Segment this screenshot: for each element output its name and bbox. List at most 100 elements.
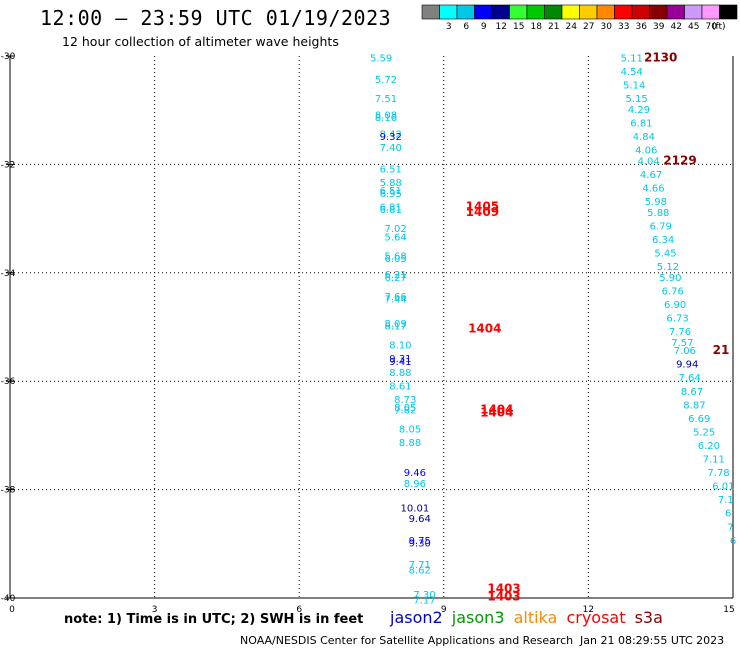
x-tick-label: 12 (583, 605, 594, 615)
satellite-jason2: jason2 (390, 608, 443, 627)
pass-time-label: 1404 (480, 403, 513, 417)
satellite-altika: altika (513, 608, 558, 627)
legend-swatch (649, 4, 668, 20)
footer-note: note: 1) Time is in UTC; 2) SWH is in fe… (64, 612, 364, 627)
wave-height-value: 4.04 (638, 156, 660, 167)
wave-height-value: 6.79 (650, 221, 672, 232)
legend-swatch (456, 4, 475, 20)
wave-height-value: 7.11 (703, 455, 725, 466)
wave-height-value: 9.94 (676, 360, 698, 371)
wave-height-value: 6.69 (688, 414, 710, 425)
wave-height-value: 9.32 (380, 132, 402, 143)
legend-swatch (631, 4, 650, 20)
wave-height-value: 8.08 (375, 110, 397, 121)
satellite-s3a: s3a (634, 608, 663, 627)
pass-time-label: 21 (713, 343, 730, 357)
y-tick-label: -32 (1, 160, 16, 170)
legend-bin-label: 12 (496, 22, 507, 32)
y-tick-label: -40 (1, 594, 16, 604)
legend-bin-label: 6 (463, 22, 469, 32)
wave-height-value: 6.90 (664, 300, 686, 311)
satellite-legend: jason2 jason3 altika cryosat s3a (390, 608, 663, 627)
wave-height-value: 8.88 (399, 438, 421, 449)
pass-time-label: 1404 (468, 321, 501, 335)
wave-height-value: 7.06 (674, 346, 696, 357)
legend-bin-label: 70 (706, 22, 718, 32)
wave-height-value: 6 (725, 509, 731, 520)
wave-height-value: 6.21 (384, 270, 406, 281)
pass-time-label: 1403 (487, 590, 520, 604)
wave-height-value: 7.17 (413, 595, 435, 606)
wave-height-value: 9.41 (389, 357, 411, 368)
wave-height-value: 6.81 (380, 202, 402, 213)
satellite-cryosat: cryosat (566, 608, 626, 627)
wave-height-value: 7.30 (413, 590, 435, 601)
y-tick-label: -36 (1, 377, 16, 387)
y-tick-label: -34 (1, 269, 16, 279)
wave-height-value: 5.88 (380, 178, 402, 189)
wave-height-value: 7.1 (718, 495, 734, 506)
wave-height-value: 6.20 (698, 441, 720, 452)
wave-height-value: 8.42 (380, 129, 402, 140)
wave-height-value: 8.17 (384, 322, 406, 333)
pass-time-label: 1404 (480, 405, 513, 419)
wave-height-value: 7.71 (409, 560, 431, 571)
legend-swatch (701, 4, 720, 20)
wave-height-value: 7.02 (384, 224, 406, 235)
wave-height-value: 5.14 (623, 81, 645, 92)
wave-height-value: 5.59 (370, 53, 392, 64)
legend-swatch (526, 4, 545, 20)
wave-height-value: 6.34 (652, 235, 674, 246)
wave-height-value: 9.46 (404, 468, 426, 479)
wave-height-value: 9.75 (409, 536, 431, 547)
wave-height-value: 5.72 (375, 75, 397, 86)
wave-height-value: 8.87 (683, 400, 705, 411)
wave-height-value: 7.78 (707, 468, 729, 479)
wave-height-value: 5.98 (645, 197, 667, 208)
wave-height-value: 4.84 (633, 132, 655, 143)
color-legend: 3 6 9 12 15 18 21 24 27 30 33 36 39 42 45 70 (421, 4, 738, 32)
wave-height-value: 7.44 (384, 295, 406, 306)
wave-height-labels: 5.595.727.518.088.168.429.327.406.515.88… (370, 50, 736, 606)
wave-height-value: 6 (730, 536, 736, 547)
legend-bin-label: 39 (653, 22, 665, 32)
legend-swatch (666, 4, 685, 20)
legend-swatch (491, 4, 510, 20)
wave-height-value: 7.66 (384, 292, 406, 303)
wave-height-value: 4.54 (621, 67, 643, 78)
x-tick-label: 9 (441, 605, 447, 615)
x-tick-label: 6 (296, 605, 302, 615)
wave-height-value: 8.73 (394, 395, 416, 406)
wave-height-value: 5.25 (693, 427, 715, 438)
wave-height-value: 7.64 (678, 373, 700, 384)
legend-bin-label: 36 (636, 22, 648, 32)
legend-swatch (509, 4, 528, 20)
wave-height-value: 5.11 (621, 53, 643, 64)
wave-height-value: 6.76 (662, 286, 684, 297)
wave-height-value: 9.30 (409, 539, 431, 550)
satellite-jason3: jason3 (451, 608, 505, 627)
pass-time-label: 2130 (644, 50, 677, 64)
wave-height-value: 4.66 (642, 184, 664, 195)
legend-bin-label: 24 (566, 22, 578, 32)
legend-swatch (614, 4, 633, 20)
wave-height-value: 8.67 (681, 387, 703, 398)
wave-height-value: 5.64 (384, 232, 406, 243)
pass-time-label: 1409 (466, 205, 499, 219)
wave-height-value: 8.16 (375, 113, 397, 124)
page-title: 12:00 – 23:59 UTC 01/19/2023 (40, 6, 392, 30)
wave-height-value: 6.73 (666, 314, 688, 325)
grid-lines (9, 56, 734, 599)
legend-bin-label: 27 (583, 22, 594, 32)
wave-height-value: 6.51 (380, 165, 402, 176)
wave-height-value: 8.10 (389, 341, 411, 352)
wave-height-value: 4.67 (640, 170, 662, 181)
y-tick-label: -30 (1, 52, 16, 62)
legend-bin-label: 42 (671, 22, 682, 32)
legend-swatch (684, 4, 703, 20)
pass-time-label: 2129 (663, 153, 696, 167)
axis-ticks: 0 3 6 9 12 15 -30 -32 -34 -36 -38 -40 (1, 52, 735, 615)
footer-timestamp: Jan 21 08:29:55 UTC 2023 (580, 634, 725, 647)
wave-height-value: 6.05 (384, 254, 406, 265)
